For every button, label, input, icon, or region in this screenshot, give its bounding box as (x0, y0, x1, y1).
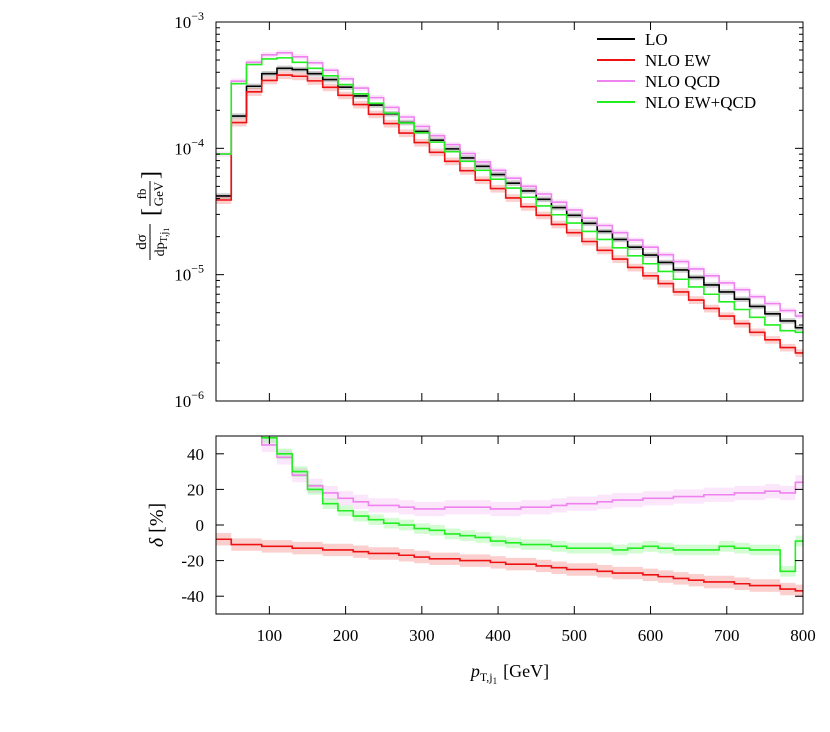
series-line-nlo-qcd (216, 52, 803, 317)
ratio-y-tick-labels: 40 20 0 -20 -40 (181, 445, 204, 606)
ratio-y-tick-label: -40 (181, 587, 204, 606)
y-label-unit-denominator: GeV (151, 181, 166, 206)
legend-label-nlo-ew: NLO EW (645, 51, 712, 70)
series-line-lo (216, 67, 803, 329)
ratio-line-nlo-ew-qcd (260, 436, 803, 573)
y-label-unit-numerator: fb (134, 189, 149, 200)
main-plot-frame (215, 21, 804, 402)
y-tick-label: 10−5 (174, 262, 204, 285)
legend-label-lo: LO (645, 30, 668, 49)
x-tick-label: 200 (333, 626, 359, 645)
ratio-band-nlo-ew (216, 533, 803, 598)
ratio-line-nlo-qcd (260, 436, 803, 510)
ratio-y-tick-label: 0 (196, 516, 205, 535)
band-nlo-ew (216, 71, 803, 357)
y-label-right-bracket: ] (138, 171, 164, 179)
series-line-nlo-ew (216, 74, 803, 354)
x-tick-label: 800 (790, 626, 816, 645)
main-bands (216, 50, 803, 357)
y-label-numerator: dσ (134, 234, 150, 250)
y-tick-label: 10−4 (174, 135, 204, 158)
y-tick-label: 10−3 (174, 9, 204, 32)
ratio-lines (216, 436, 803, 592)
x-label-text: pT,j1 [GeV] (469, 661, 549, 686)
ratio-ticks (216, 436, 804, 614)
legend-label-nlo-ew-qcd: NLO EW+QCD (645, 93, 756, 112)
main-lines (216, 52, 803, 354)
x-tick-label: 300 (409, 626, 435, 645)
x-tick-label: 100 (257, 626, 283, 645)
x-tick-label: 400 (485, 626, 511, 645)
y-label-denominator: dpT,j1 (153, 228, 171, 257)
ratio-band-nlo-ew-qcd (261, 436, 803, 577)
y-tick-label: 10−6 (174, 388, 204, 411)
ratio-line-nlo-ew (216, 538, 803, 592)
ratio-y-label-group: δ[%] (146, 503, 168, 547)
ratio-x-tick-labels: 100 200 300 400 500 600 700 800 (257, 626, 816, 645)
main-plot: 10−3 10−4 10−5 10−6 dσ dpT,j1 [ fb GeV] LO NLO E… (134, 9, 804, 411)
main-y-axis-label: dσ dpT,j1 [ fb GeV] (134, 171, 171, 260)
main-ticks (216, 22, 804, 402)
ratio-y-label-text: δ[%] (146, 503, 168, 547)
ratio-y-tick-label: 40 (187, 445, 204, 464)
ratio-y-tick-label: -20 (181, 552, 204, 571)
legend-label-nlo-qcd: NLO QCD (645, 72, 720, 91)
x-tick-label: 500 (562, 626, 588, 645)
x-tick-label: 600 (638, 626, 664, 645)
x-axis-label: pT,j1 [GeV] (469, 661, 549, 686)
y-label-left-bracket: [ (138, 208, 164, 216)
main-y-tick-labels: 10−3 10−4 10−5 10−6 (174, 9, 204, 411)
band-nlo-qcd (216, 50, 803, 319)
ratio-bands (216, 436, 803, 598)
ratio-y-axis-label: δ[%] (146, 503, 168, 547)
series-line-nlo-ew-qcd (216, 57, 803, 334)
legend: LO NLO EW NLO QCD NLO EW+QCD (597, 30, 756, 112)
ratio-band-nlo-qcd (261, 436, 803, 517)
x-tick-label: 700 (714, 626, 740, 645)
ratio-y-tick-label: 20 (187, 480, 204, 499)
y-label-group: dσ dpT,j1 [ fb GeV] (134, 171, 171, 260)
